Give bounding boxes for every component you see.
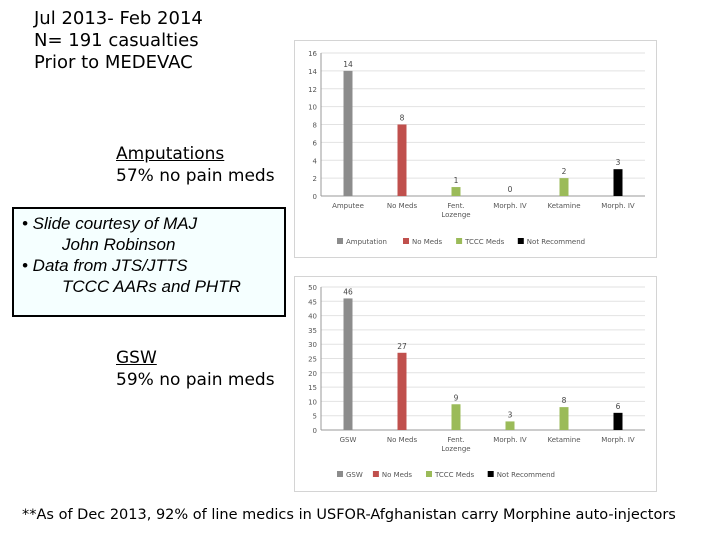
data-label: 46 bbox=[343, 287, 353, 296]
date-range: Jul 2013- Feb 2014 bbox=[34, 8, 203, 29]
data-label: 3 bbox=[508, 410, 513, 419]
data-label: 8 bbox=[562, 396, 567, 405]
x-tick-label: Morph. IV bbox=[493, 436, 527, 444]
y-tick-label: 6 bbox=[313, 139, 318, 147]
x-tick-label: Morph. IV bbox=[601, 202, 635, 210]
y-tick-label: 14 bbox=[308, 68, 317, 76]
data-label: 2 bbox=[562, 167, 567, 176]
y-tick-label: 10 bbox=[308, 104, 317, 112]
bar bbox=[451, 404, 461, 430]
y-tick-label: 30 bbox=[308, 341, 317, 349]
legend-entry: Not Recommend bbox=[527, 238, 585, 246]
y-tick-label: 5 bbox=[313, 413, 317, 421]
x-tick-label: Lozenge bbox=[441, 445, 470, 453]
y-tick-label: 40 bbox=[308, 313, 317, 321]
legend-swatch bbox=[487, 471, 494, 477]
legend-swatch bbox=[337, 471, 343, 477]
y-tick-label: 12 bbox=[308, 86, 317, 94]
legend-entry: No Meds bbox=[382, 471, 413, 479]
note-line: • Data from JTS/JTTS bbox=[22, 256, 188, 275]
bar bbox=[397, 124, 407, 196]
casualty-count: N= 191 casualties bbox=[34, 30, 199, 51]
legend-swatch bbox=[403, 238, 409, 244]
y-tick-label: 0 bbox=[313, 427, 317, 435]
data-label: 6 bbox=[616, 402, 621, 411]
y-tick-label: 0 bbox=[313, 193, 317, 201]
legend-swatch bbox=[517, 238, 524, 244]
header-block: Jul 2013- Feb 2014 N= 191 casualties Pri… bbox=[34, 8, 203, 74]
note-line: • Slide courtesy of MAJ bbox=[22, 214, 198, 233]
data-label: 27 bbox=[397, 342, 407, 351]
bar bbox=[505, 421, 515, 430]
data-label: 14 bbox=[343, 60, 353, 69]
gsw-label: GSW 59% no pain meds bbox=[116, 347, 275, 391]
legend-entry: TCCC Meds bbox=[434, 471, 475, 479]
note-line: John Robinson bbox=[62, 235, 176, 254]
legend-swatch bbox=[426, 471, 432, 477]
x-tick-label: Lozenge bbox=[441, 211, 470, 219]
legend-entry: GSW bbox=[346, 471, 363, 479]
x-tick-label: Amputee bbox=[332, 202, 364, 210]
bar bbox=[613, 412, 623, 430]
context-line: Prior to MEDEVAC bbox=[34, 52, 193, 73]
y-tick-label: 20 bbox=[308, 370, 317, 378]
legend-swatch bbox=[337, 238, 343, 244]
amputations-subtitle: 57% no pain meds bbox=[116, 166, 275, 186]
x-tick-label: Ketamine bbox=[547, 436, 580, 444]
source-note-box: • Slide courtesy of MAJ John Robinson • … bbox=[12, 207, 286, 317]
x-tick-label: Fent. bbox=[447, 202, 464, 210]
y-tick-label: 35 bbox=[308, 327, 317, 335]
gsw-chart-svg: 0 5 10 15 20 25 30 35 40 45 50 46 GSW 27 No Meds 9 Fent.… bbox=[308, 284, 645, 479]
amputation-chart: 0 2 4 6 8 10 12 14 16 14 Amputee 8 No Meds 1 Fent. Loze… bbox=[294, 40, 657, 258]
y-tick-label: 50 bbox=[308, 284, 317, 292]
y-tick-label: 15 bbox=[308, 384, 317, 392]
x-tick-label: No Meds bbox=[387, 436, 418, 444]
x-tick-label: Ketamine bbox=[547, 202, 580, 210]
x-tick-label: GSW bbox=[340, 436, 357, 444]
gsw-chart: 0 5 10 15 20 25 30 35 40 45 50 46 GSW 27 No Meds 9 Fent.… bbox=[294, 276, 657, 492]
bar bbox=[559, 178, 569, 196]
x-tick-label: Fent. bbox=[447, 436, 464, 444]
y-tick-label: 10 bbox=[308, 398, 317, 406]
bar bbox=[343, 298, 353, 430]
data-label: 8 bbox=[400, 114, 405, 123]
footer-note: **As of Dec 2013, 92% of line medics in … bbox=[22, 507, 676, 523]
y-tick-label: 16 bbox=[308, 50, 317, 58]
x-tick-label: Morph. IV bbox=[493, 202, 527, 210]
data-label: 1 bbox=[454, 176, 459, 185]
bar bbox=[613, 169, 623, 196]
data-label: 0 bbox=[508, 185, 513, 194]
x-tick-label: No Meds bbox=[387, 202, 418, 210]
bar bbox=[451, 187, 461, 196]
y-tick-label: 4 bbox=[313, 157, 318, 165]
legend-entry: No Meds bbox=[412, 238, 443, 246]
legend-swatch bbox=[456, 238, 463, 244]
bar bbox=[397, 352, 407, 430]
amputation-chart-svg: 0 2 4 6 8 10 12 14 16 14 Amputee 8 No Meds 1 Fent.Loze… bbox=[308, 50, 645, 246]
amputations-label: Amputations 57% no pain meds bbox=[116, 143, 275, 187]
y-tick-label: 8 bbox=[313, 122, 317, 130]
legend-entry: Amputation bbox=[346, 238, 387, 246]
legend-swatch bbox=[372, 471, 379, 477]
data-label: 3 bbox=[616, 158, 621, 167]
y-tick-label: 45 bbox=[308, 298, 317, 306]
y-tick-label: 25 bbox=[308, 356, 317, 364]
gsw-title: GSW bbox=[116, 348, 157, 368]
legend-entry: Not Recommend bbox=[497, 471, 555, 479]
bar bbox=[559, 407, 569, 430]
x-tick-label: Morph. IV bbox=[601, 436, 635, 444]
legend-entry: TCCC Meds bbox=[464, 238, 505, 246]
bar bbox=[343, 70, 353, 196]
gsw-subtitle: 59% no pain meds bbox=[116, 370, 275, 390]
data-label: 9 bbox=[454, 393, 459, 402]
y-tick-label: 2 bbox=[313, 175, 317, 183]
amputations-title: Amputations bbox=[116, 144, 225, 164]
note-line: TCCC AARs and PHTR bbox=[62, 277, 241, 296]
